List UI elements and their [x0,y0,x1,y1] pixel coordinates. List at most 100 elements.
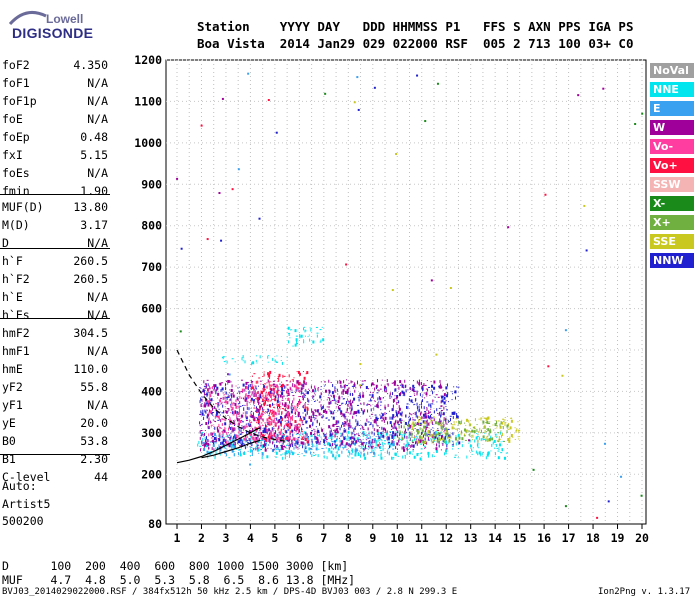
echo-point [384,388,386,392]
echo-point [367,448,369,450]
echo-point [396,420,399,424]
echo-point [337,431,340,433]
echo-point [257,380,259,384]
noise-point [547,365,550,368]
echo-point [393,437,395,441]
echo-point [227,414,229,416]
echo-point [245,431,247,433]
echo-point [365,386,368,390]
echo-point [385,387,387,391]
echo-point [252,448,255,450]
echo-point [233,421,235,425]
echo-point [319,422,321,426]
echo-point [278,376,280,378]
echo-point [293,412,295,414]
echo-point [277,440,279,442]
echo-point [342,448,344,450]
echo-point [362,428,365,430]
echo-point [235,399,237,403]
echo-point [205,383,207,387]
echo-point [328,389,331,391]
echo-point [498,443,501,447]
echo-point [387,449,389,451]
echo-point [285,424,288,426]
echo-point [343,429,346,433]
echo-point [358,435,361,437]
echo-point [231,419,233,423]
echo-point [420,436,423,440]
echo-point [422,394,424,396]
echo-point [338,407,341,411]
echo-point [421,396,423,398]
echo-point [316,409,319,413]
echo-point [280,428,282,432]
echo-point [452,432,454,436]
echo-point [347,412,349,414]
echo-point [270,388,273,392]
echo-point [240,438,242,440]
echo-point [205,442,208,444]
echo-point [293,446,295,450]
echo-point [373,409,375,411]
echo-point [380,404,382,406]
param-separator [0,454,110,455]
echo-point [206,445,209,447]
noise-point [179,330,182,333]
echo-point [262,389,265,393]
echo-point [420,381,422,385]
echo-point [406,448,408,450]
echo-point [301,383,303,387]
echo-point [382,431,384,435]
echo-point [256,422,258,424]
echo-point [261,438,263,440]
echo-point [212,439,215,443]
echo-point [334,386,336,390]
echo-point [363,450,365,452]
echo-point [363,447,365,451]
echo-point [356,404,359,406]
echo-point [428,386,431,388]
echo-point [200,399,202,401]
echo-point [288,332,290,336]
echo-point [302,412,304,414]
echo-point [262,376,264,378]
echo-point [478,418,480,420]
echo-point [414,412,416,416]
echo-point [294,384,296,388]
echo-point [263,437,266,441]
echo-point [253,419,255,421]
echo-point [437,396,440,398]
echo-point [293,397,295,401]
echo-point [296,440,298,444]
echo-point [313,398,315,400]
echo-point [331,438,333,440]
echo-point [368,433,370,437]
echo-point [253,400,255,404]
echo-point [374,387,376,391]
echo-point [214,415,217,417]
echo-point [355,387,357,389]
echo-point [272,441,274,445]
echo-point [344,403,346,405]
echo-point [303,326,305,328]
echo-point [295,429,297,433]
echo-point [320,381,322,383]
echo-point [213,389,215,391]
echo-point [265,425,268,427]
echo-cluster-sse [409,416,521,444]
echo-point [316,399,318,401]
echo-point [292,406,294,410]
echo-point [296,403,298,407]
echo-point [352,400,354,404]
echo-point [337,400,340,404]
echo-point [326,399,328,401]
echo-point [324,434,326,436]
echo-point [227,434,229,438]
echo-point [319,433,321,437]
echo-point [261,413,264,415]
echo-point [352,387,354,389]
echo-point [238,414,240,416]
echo-point [314,436,317,438]
echo-point [279,401,281,403]
echo-point [255,438,257,442]
